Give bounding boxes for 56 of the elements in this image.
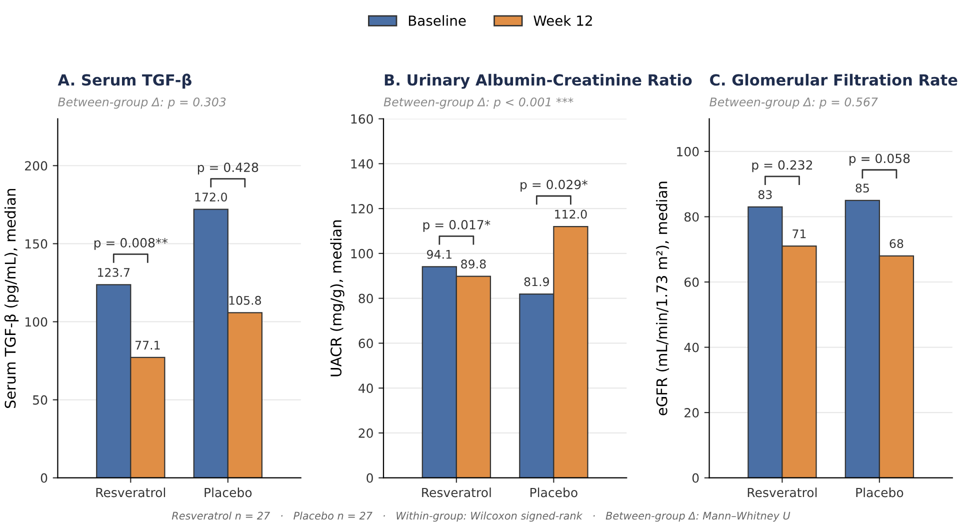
y-tick-label: 20 [684, 408, 699, 418]
text: 105.8 [229, 296, 262, 305]
y-tick-label: 0 [366, 473, 373, 483]
x-tick-label: Placebo [530, 488, 578, 498]
y-tick-label: 0 [40, 473, 48, 483]
text: 123.7 [98, 268, 130, 277]
annotation: p = 0.008** [94, 238, 168, 250]
x-tick-label: Resveratrol [422, 488, 491, 498]
y-axis-title: UACR (mg/g), median [330, 220, 344, 376]
y-axis-title: Serum TGF-β (pg/mL), median [4, 188, 19, 408]
y-tick-label: 60 [684, 277, 699, 287]
y-tick-label: 80 [358, 294, 373, 304]
y-tick-label: 100 [677, 146, 699, 156]
chart-subtitle: Between-group Δ: p = 0.567 [710, 97, 878, 109]
text: 85 [856, 184, 869, 193]
text: 112.0 [555, 210, 587, 219]
text: 89.8 [461, 260, 486, 268]
x-tick-label: Resveratrol [748, 488, 817, 498]
chart-title: C. Glomerular Filtration Rate [710, 74, 958, 86]
y-tick-label: 60 [358, 338, 373, 348]
x-tick-label: Placebo [856, 488, 904, 498]
y-axis-title: eGFR (mL/min/1.73 m²), median [656, 182, 670, 416]
text: 94.1 [427, 250, 452, 259]
legend-label: Week 12 [534, 15, 592, 26]
y-tick-label: 160 [351, 114, 373, 124]
x-tick-label: Placebo [204, 488, 252, 498]
text: 172.0 [195, 192, 227, 202]
text: 83 [758, 190, 772, 200]
y-tick-label: 20 [358, 428, 373, 438]
y-tick-label: 0 [692, 473, 699, 483]
annotation: p = 0.017* [423, 220, 490, 232]
annotation: p = 0.058 [850, 154, 910, 166]
y-tick-label: 100 [26, 317, 48, 327]
text: Resveratrol n = 27 · Placebo n = 27 · Within-group: Wilcoxon signed-rank · Between-group Δ: Mann–Whitney U [172, 512, 790, 522]
y-tick-label: 150 [26, 239, 48, 249]
y-tick-label: 140 [351, 159, 373, 169]
y-tick-label: 200 [25, 161, 48, 171]
y-tick-label: 40 [358, 384, 373, 394]
annotation: p = 0.232 [752, 160, 812, 172]
y-tick-label: 40 [684, 342, 699, 352]
y-tick-label: 50 [33, 395, 48, 405]
y-tick-label: 100 [351, 248, 373, 258]
chart-title: B. Urinary Albumin-Creatinine Ratio [384, 74, 692, 89]
annotation: p = 0.029* [520, 180, 588, 192]
chart-subtitle: Between-group Δ: p = 0.303 [58, 97, 226, 109]
annotation: p = 0.428 [198, 162, 258, 175]
legend-label: Baseline [408, 15, 466, 26]
text: 71 [792, 229, 806, 238]
text: 77.1 [136, 340, 160, 350]
y-tick-label: 80 [684, 212, 699, 222]
chart-title: A. Serum TGF-β [58, 74, 192, 89]
chart-subtitle: Between-group Δ: p < 0.001 *** [384, 97, 574, 109]
x-tick-label: Resveratrol [96, 488, 166, 498]
y-tick-label: 120 [351, 204, 373, 214]
text: 81.9 [524, 277, 549, 286]
text: 68 [890, 239, 904, 248]
